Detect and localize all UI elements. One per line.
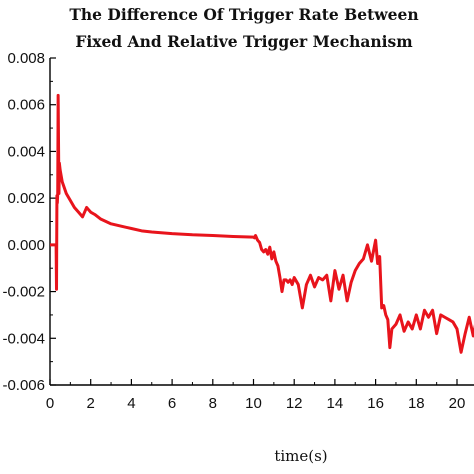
y-tick-labels: -0.006 -0.004 -0.002 0.000 0.002 0.004 0.006 0.…: [2, 50, 45, 394]
chart-title-line-2: Fixed And Relative Trigger Mechanism: [75, 32, 413, 51]
x-tick-label: 20: [449, 395, 466, 412]
x-tick-label: 2: [87, 395, 95, 412]
x-axis-label: time(s): [274, 447, 327, 465]
y-tick-label: -0.006: [2, 377, 45, 394]
x-tick-label: 0: [46, 395, 54, 412]
x-tick-label: 8: [209, 395, 217, 412]
chart-title-line-1: The Difference Of Trigger Rate Between: [69, 5, 418, 24]
y-tick-label: -0.002: [2, 284, 45, 301]
y-tick-label: 0.002: [7, 190, 45, 207]
y-tick-label: 0.000: [7, 237, 45, 254]
x-tick-label: 6: [168, 395, 176, 412]
x-tick-labels: 0246810121416182022: [46, 395, 466, 412]
x-tick-label: 14: [327, 395, 344, 412]
series-line: [50, 93, 474, 354]
y-tick-label: -0.004: [2, 330, 45, 347]
x-tick-label: 12: [286, 395, 303, 412]
y-tick-label: 0.006: [7, 97, 45, 114]
series-layer: [50, 93, 474, 354]
y-tick-label: 0.004: [7, 143, 45, 160]
x-tick-label: 18: [408, 395, 425, 412]
axis-ticks: [49, 57, 458, 386]
x-tick-label: 16: [367, 395, 384, 412]
x-tick-label: 4: [127, 395, 135, 412]
x-tick-label: 10: [245, 395, 262, 412]
y-tick-label: 0.008: [7, 50, 45, 67]
